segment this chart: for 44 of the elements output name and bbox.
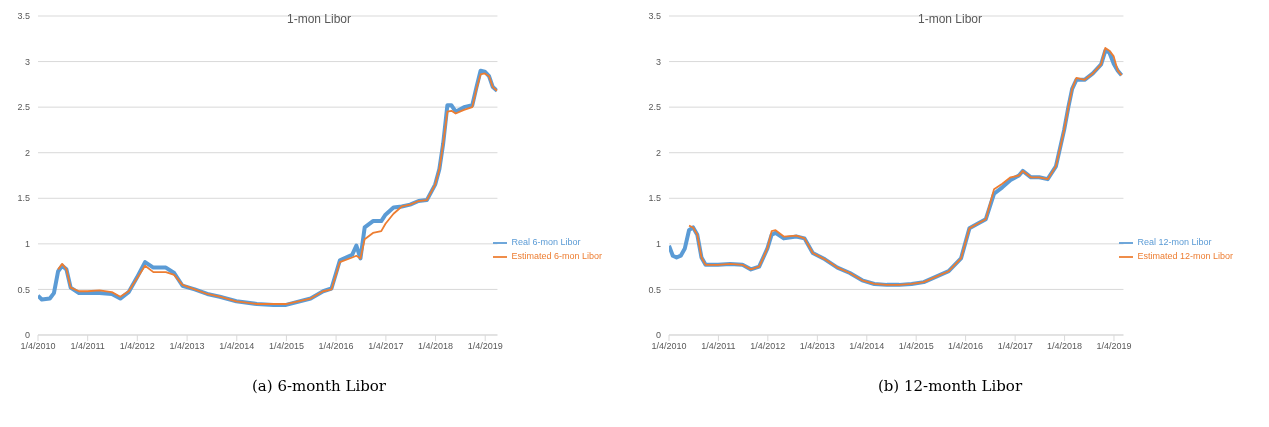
y-tick-label: 2 bbox=[655, 147, 661, 158]
y-tick-label: 1 bbox=[24, 239, 30, 250]
chart-title: 1-mon Libor bbox=[286, 12, 352, 26]
y-tick-label: 0 bbox=[24, 330, 30, 341]
x-tick-label: 1/4/2012 bbox=[750, 341, 786, 352]
x-tick-label: 1/4/2015 bbox=[898, 341, 934, 352]
x-tick-label: 1/4/2013 bbox=[799, 341, 835, 352]
y-tick-label: 2.5 bbox=[17, 102, 30, 113]
x-tick-label: 1/4/2010 bbox=[651, 341, 687, 352]
text: (b) 12-month Libor bbox=[876, 377, 1024, 395]
x-tick-label: 1/4/2015 bbox=[268, 341, 304, 352]
x-tick-label: 1/4/2012 bbox=[119, 341, 155, 352]
x-tick-label: 1/4/2010 bbox=[20, 341, 56, 352]
x-tick-label: 1/4/2019 bbox=[1096, 341, 1132, 352]
y-tick-label: 0 bbox=[655, 330, 661, 341]
x-tick-label: 1/4/2014 bbox=[849, 341, 885, 352]
x-tick-label: 1/4/2017 bbox=[997, 341, 1033, 352]
x-tick-label: 1/4/2019 bbox=[467, 341, 503, 352]
x-tick-label: 1/4/2018 bbox=[1047, 341, 1083, 352]
x-tick-label: 1/4/2011 bbox=[70, 341, 105, 352]
x-tick-label: 1/4/2014 bbox=[219, 341, 255, 352]
x-tick-label: 1/4/2018 bbox=[418, 341, 454, 352]
y-tick-label: 2.5 bbox=[648, 102, 661, 113]
x-tick-label: 1/4/2011 bbox=[701, 341, 736, 352]
legend-label: Real 12-mon Libor bbox=[1137, 237, 1212, 248]
x-tick-label: 1/4/2017 bbox=[368, 341, 404, 352]
y-tick-label: 3.5 bbox=[648, 11, 661, 22]
y-tick-label: 2 bbox=[24, 147, 30, 158]
text: (a) 6-month Libor bbox=[251, 377, 387, 395]
y-tick-label: 1.5 bbox=[648, 193, 661, 204]
y-tick-label: 3 bbox=[655, 56, 661, 67]
y-tick-label: 3.5 bbox=[17, 11, 30, 22]
y-tick-label: 3 bbox=[24, 56, 30, 67]
legend-label: Estimated 12-mon Libor bbox=[1137, 251, 1233, 262]
y-tick-label: 1.5 bbox=[17, 193, 30, 204]
legend-label: Estimated 6-mon Libor bbox=[511, 251, 602, 262]
legend-label: Real 6-mon Libor bbox=[511, 237, 581, 248]
x-tick-label: 1/4/2016 bbox=[318, 341, 354, 352]
x-tick-label: 1/4/2013 bbox=[169, 341, 205, 352]
x-tick-label: 1/4/2016 bbox=[948, 341, 984, 352]
chart-title: 1-mon Libor bbox=[917, 12, 983, 26]
y-tick-label: 0.5 bbox=[17, 284, 30, 295]
y-tick-label: 1 bbox=[655, 239, 661, 250]
y-tick-label: 0.5 bbox=[648, 284, 661, 295]
